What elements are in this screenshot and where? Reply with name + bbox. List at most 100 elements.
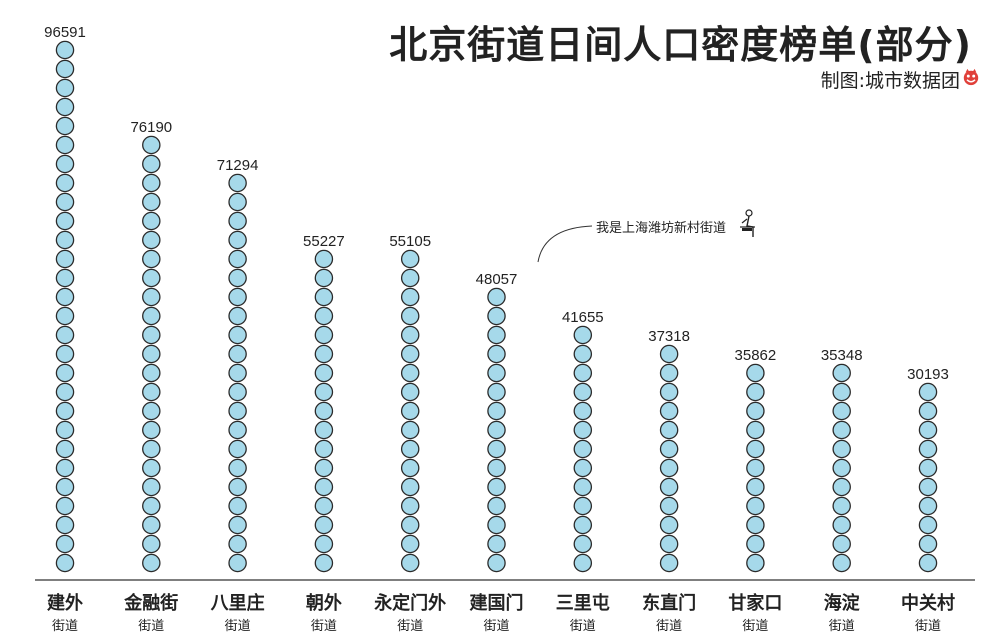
credit-text: 制图:城市数据团 [820,70,960,92]
bead [400,306,420,326]
bead [314,344,334,364]
bead [55,458,75,478]
bead [142,268,161,288]
bead [746,439,765,459]
category-sublabel: 街道 [570,619,596,634]
bead [487,420,506,440]
bead [142,287,161,307]
bead [573,382,593,402]
bead [487,344,506,364]
bead [314,382,334,402]
bead [918,458,938,478]
bead [400,515,420,535]
bead [746,496,765,516]
bead [400,439,420,459]
bead [573,344,593,364]
bead [314,515,334,535]
category-label: 海淀 [824,592,861,614]
bead [832,439,851,459]
bead [918,515,938,535]
bead [55,306,75,326]
bead [314,496,334,516]
bead [228,496,247,516]
bead [487,515,506,535]
bead [228,553,247,573]
bead [918,553,938,573]
bead [142,363,161,383]
bead [55,553,75,573]
category-label: 八里庄 [211,592,265,614]
bead [228,534,247,554]
bead [400,382,420,402]
devil-face-icon [963,68,979,86]
bead [314,439,334,459]
bead [228,363,247,383]
bead [832,515,851,535]
value-label: 35348 [821,347,863,364]
bead [55,420,75,440]
bead [832,382,851,402]
bead [487,439,506,459]
bead [573,534,593,554]
bead [659,496,679,516]
bead [228,401,247,421]
bead [400,363,420,383]
bead [487,306,506,326]
bead [659,363,679,383]
category-sublabel: 街道 [311,619,337,634]
bead [55,515,75,535]
bead [832,477,851,497]
category-sublabel: 街道 [483,619,509,634]
bead [746,553,765,573]
value-label: 35862 [735,347,777,364]
bead [314,363,334,383]
bead [573,401,593,421]
category-label: 永定门外 [373,592,446,614]
category-label: 朝外 [306,592,342,614]
bead [314,249,334,269]
bead [228,439,247,459]
bead [487,477,506,497]
bead [142,230,161,250]
bead [487,363,506,383]
bead [487,458,506,478]
bead [659,458,679,478]
bead [659,515,679,535]
bead [659,344,679,364]
annotation-arrow [537,225,593,263]
bead [55,59,75,79]
bead [314,534,334,554]
bead [228,477,247,497]
bead [55,135,75,155]
value-label: 30193 [907,366,949,383]
bead [400,249,420,269]
bead [314,268,334,288]
bead [55,230,75,250]
bead [487,287,506,307]
value-label: 96591 [44,24,86,41]
category-label: 甘家口 [728,592,782,614]
category-label: 金融街 [123,592,178,614]
bead [487,553,506,573]
bead [228,420,247,440]
category-sublabel: 街道 [52,619,78,634]
bead [400,325,420,345]
bead [746,458,765,478]
category-sublabel: 街道 [656,619,682,634]
bead [142,534,161,554]
bead [573,363,593,383]
bead [487,401,506,421]
category-label: 建国门 [470,592,524,614]
bead [142,192,161,212]
bead [55,534,75,554]
bead [228,515,247,535]
bead [55,325,75,345]
category-sublabel: 街道 [829,619,855,634]
bead [659,439,679,459]
bead [142,344,161,364]
category-label: 中关村 [901,592,955,614]
bead [832,553,851,573]
bead [142,401,161,421]
bead [746,515,765,535]
bead [314,477,334,497]
